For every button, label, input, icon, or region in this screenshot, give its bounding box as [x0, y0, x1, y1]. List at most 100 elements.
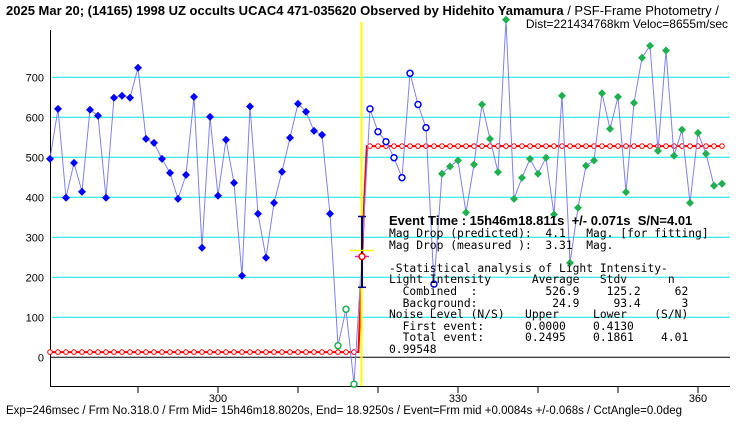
data-point	[654, 146, 662, 155]
data-point	[582, 161, 590, 170]
data-point	[510, 194, 518, 203]
data-point	[550, 210, 558, 219]
stat-line: Light Intensity Average Stdv n	[389, 273, 675, 287]
data-point	[238, 271, 246, 280]
event-point	[358, 252, 366, 261]
stat-line: Mag Drop (predicted): 4.1 Mag. [for fitt…	[389, 227, 709, 240]
data-point	[718, 179, 726, 188]
y-tick-label: 700	[26, 72, 44, 84]
fit-point	[327, 349, 333, 355]
data-point	[134, 63, 142, 72]
y-tick-label: 500	[26, 152, 44, 164]
data-point	[342, 305, 350, 314]
fit-point	[343, 349, 349, 355]
data-point	[502, 15, 510, 24]
data-point	[542, 153, 550, 162]
stat-line: Mag Drop (measured ): 3.31 Mag.	[389, 238, 614, 252]
data-point	[278, 167, 286, 176]
fit-point	[319, 349, 325, 355]
fit-point	[223, 349, 229, 355]
data-point	[534, 169, 542, 178]
fit-point	[711, 143, 717, 149]
data-point	[398, 173, 406, 182]
fit-point	[239, 349, 245, 355]
data-point	[566, 258, 574, 267]
data-point	[606, 124, 614, 133]
data-point	[366, 105, 374, 113]
fit-point	[311, 349, 317, 355]
data-point	[670, 151, 678, 160]
event-time: Event Time : 15h46m18.811s +/- 0.071s S/…	[389, 213, 693, 228]
data-point	[102, 193, 110, 202]
fit-point	[463, 143, 469, 149]
fit-point	[607, 143, 613, 149]
fit-point	[663, 143, 669, 149]
data-point	[142, 134, 150, 143]
fit-point	[503, 143, 509, 149]
data-point	[438, 169, 446, 178]
data-point	[46, 154, 54, 163]
fit-point	[135, 349, 141, 355]
fit-point	[191, 349, 197, 355]
fit-point	[79, 349, 85, 355]
data-point	[590, 156, 598, 165]
x-tick-label: 300	[209, 393, 227, 405]
data-point	[94, 111, 102, 120]
fit-point	[127, 349, 133, 355]
fit-point	[471, 143, 477, 149]
data-point	[518, 173, 526, 182]
data-point	[254, 209, 262, 218]
data-point	[558, 91, 566, 100]
data-point	[646, 41, 654, 50]
y-tick-label: 400	[26, 192, 44, 204]
data-point	[486, 134, 494, 143]
data-point	[598, 89, 606, 98]
fit-point	[183, 349, 189, 355]
fit-point	[527, 143, 533, 149]
data-point	[462, 208, 470, 217]
fit-point	[71, 349, 77, 355]
data-point	[678, 125, 686, 134]
fit-point	[479, 143, 485, 149]
fit-point	[447, 143, 453, 149]
y-tick-label: 600	[26, 112, 44, 124]
fit-point	[335, 349, 341, 355]
data-point	[446, 162, 454, 171]
fit-point	[599, 143, 605, 149]
fit-point	[263, 349, 269, 355]
x-tick-label: 330	[449, 393, 467, 405]
fit-point	[511, 143, 517, 149]
fit-point	[455, 143, 461, 149]
data-point	[414, 100, 422, 109]
fit-point	[207, 349, 213, 355]
fit-point	[111, 349, 117, 355]
data-point	[118, 91, 126, 100]
fit-point	[639, 143, 645, 149]
fit-point	[631, 143, 637, 149]
data-point	[494, 168, 502, 177]
fit-point	[63, 349, 69, 355]
footer-info: Exp=246msec / Frm No.318.0 / Frm Mid= 15…	[6, 405, 683, 417]
data-point	[230, 178, 238, 187]
data-point	[406, 69, 414, 78]
fit-point	[287, 349, 293, 355]
fit-point	[423, 143, 429, 149]
fit-point	[391, 143, 397, 149]
fit-point	[415, 143, 421, 149]
data-point	[246, 102, 254, 111]
data-point	[294, 99, 302, 108]
chart-subtitle: Dist=221434768km Veloc=8655m/sec	[525, 17, 728, 31]
y-tick-label: 100	[26, 312, 44, 324]
data-point	[470, 160, 478, 169]
data-point	[630, 98, 638, 107]
data-point	[374, 127, 382, 136]
data-point	[318, 130, 326, 139]
fit-point	[47, 349, 53, 355]
data-point	[382, 137, 390, 146]
fit-point	[143, 349, 149, 355]
fit-point	[103, 349, 109, 355]
data-point	[430, 280, 438, 288]
x-tick-label: 360	[689, 393, 707, 405]
data-point	[614, 92, 622, 101]
